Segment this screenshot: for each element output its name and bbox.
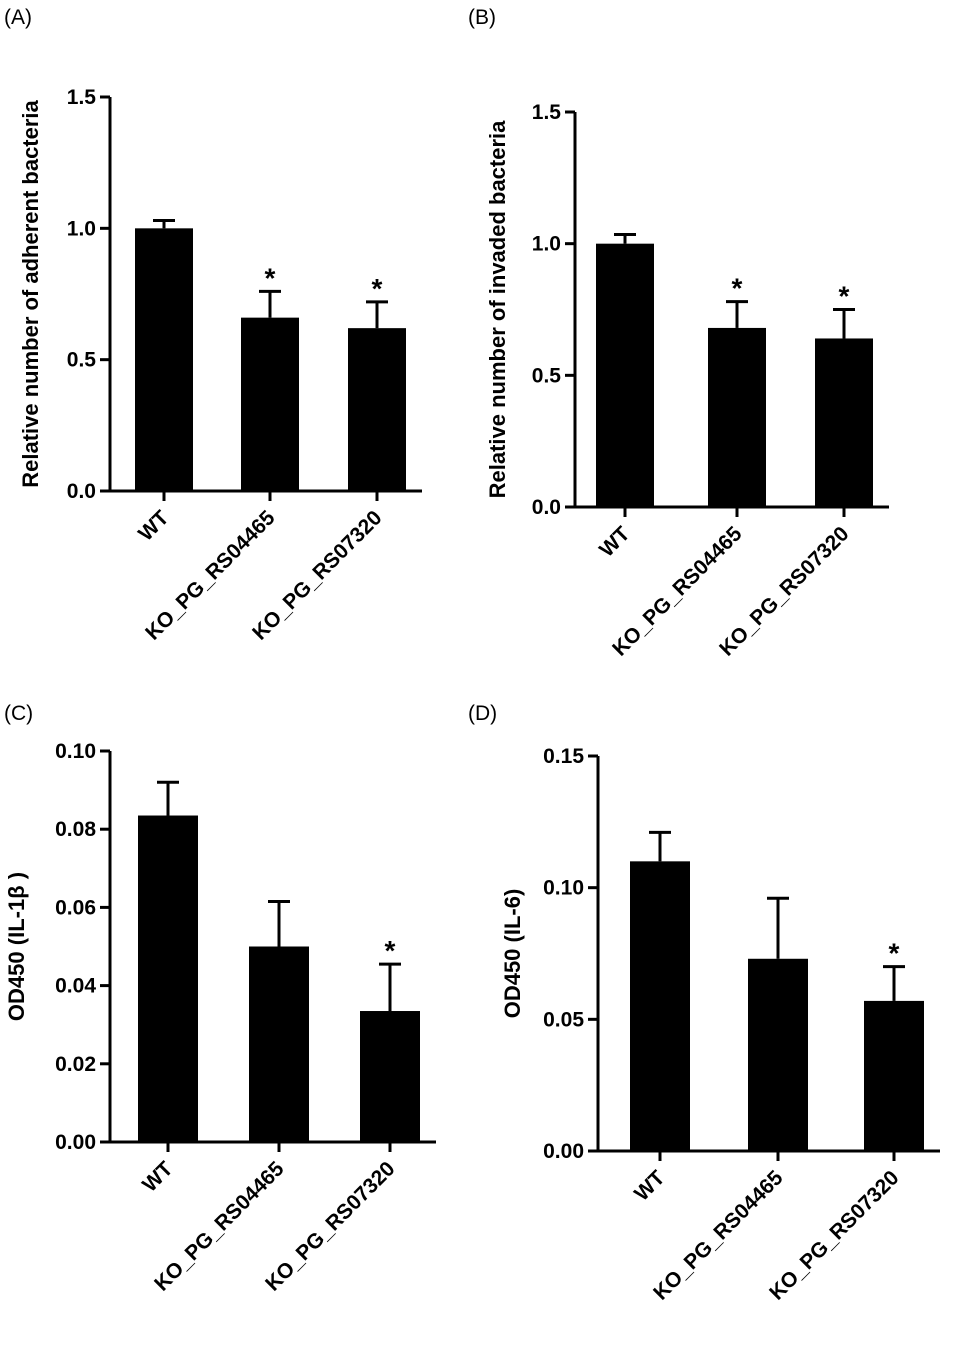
- bar: [360, 1011, 420, 1142]
- chart-panel-3: (C)0.000.020.040.060.080.10WTKO_PG_RS044…: [4, 702, 436, 1296]
- bar: [241, 317, 299, 491]
- y-tick-label: 0.00: [55, 1131, 96, 1154]
- y-axis-title: Relative number of adherent bacteria: [18, 99, 43, 487]
- y-tick-label: 0.0: [532, 496, 561, 519]
- significance-marker: *: [839, 281, 850, 312]
- bar: [708, 327, 766, 507]
- panel-label: (C): [4, 702, 33, 725]
- y-tick-label: 0.10: [55, 740, 96, 763]
- y-tick-label: 1.0: [532, 233, 561, 256]
- significance-marker: *: [385, 935, 396, 966]
- significance-marker: *: [732, 273, 743, 304]
- y-tick-label: 0.5: [532, 364, 562, 387]
- bar: [135, 228, 193, 492]
- bar: [864, 1000, 924, 1151]
- significance-marker: *: [372, 273, 383, 304]
- y-tick-label: 1.0: [67, 217, 96, 240]
- y-tick-label: 0.10: [543, 877, 584, 900]
- y-tick-label: 1.5: [532, 101, 562, 124]
- x-category-label: KO_PG_RS04465: [649, 1166, 788, 1305]
- bar: [249, 946, 309, 1142]
- bar: [630, 861, 690, 1151]
- bar: [748, 958, 808, 1151]
- panel-label: (B): [468, 6, 496, 29]
- y-tick-label: 0.00: [543, 1140, 584, 1163]
- x-category-label: KO_PG_RS07320: [765, 1166, 903, 1304]
- panel-label: (A): [4, 6, 32, 29]
- x-category-label: WT: [138, 1157, 177, 1196]
- y-axis-title: Relative number of invaded bacteria: [485, 120, 510, 499]
- y-tick-label: 0.06: [55, 896, 96, 919]
- y-tick-label: 0.04: [55, 975, 96, 998]
- y-tick-label: 0.0: [67, 480, 96, 503]
- bar: [596, 243, 654, 507]
- x-category-label: WT: [630, 1166, 669, 1205]
- significance-marker: *: [889, 938, 900, 969]
- bar: [348, 328, 406, 491]
- x-category-label: WT: [134, 506, 173, 545]
- y-tick-label: 0.15: [543, 745, 584, 768]
- chart-panel-2: (B)0.00.51.01.5WT*KO_PG_RS04465*KO_PG_RS…: [468, 6, 889, 661]
- bar: [138, 815, 198, 1142]
- y-axis-title: OD450 (IL-6): [500, 889, 525, 1019]
- x-category-label: WT: [595, 522, 634, 561]
- y-tick-label: 0.5: [67, 349, 97, 372]
- y-tick-label: 0.05: [543, 1008, 584, 1031]
- bar: [815, 338, 873, 507]
- y-axis-title: OD450 (IL-1β ): [4, 872, 29, 1021]
- y-tick-label: 1.5: [67, 86, 97, 109]
- panel-label: (D): [468, 702, 497, 725]
- y-tick-label: 0.08: [55, 818, 96, 841]
- significance-marker: *: [265, 262, 276, 293]
- chart-panel-1: (A)0.00.51.01.5WT*KO_PG_RS04465*KO_PG_RS…: [4, 6, 422, 645]
- y-tick-label: 0.02: [55, 1053, 96, 1076]
